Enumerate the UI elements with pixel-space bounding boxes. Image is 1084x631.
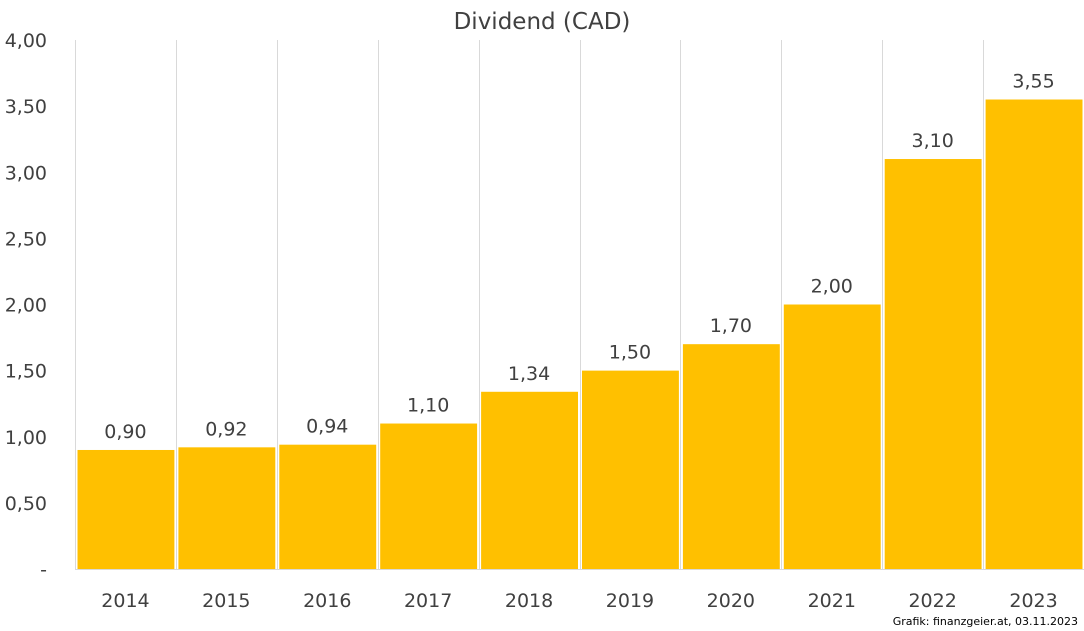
x-tick-label: 2021	[808, 590, 856, 612]
chart-title: Dividend (CAD)	[454, 9, 631, 35]
bar-2014	[77, 449, 175, 569]
y-tick-label: 1,00	[5, 427, 47, 449]
bar-2019	[582, 370, 679, 569]
x-tick-label: 2016	[303, 590, 351, 612]
y-tick-label: 0,50	[5, 493, 47, 515]
bar-2020	[682, 344, 780, 569]
bar-2015	[178, 447, 276, 569]
y-tick-label: 2,00	[5, 295, 47, 317]
bar-2017	[380, 423, 478, 569]
data-label: 1,10	[407, 395, 449, 417]
y-tick-label: -	[40, 559, 47, 581]
data-label: 1,34	[508, 363, 550, 385]
x-tick-label: 2014	[101, 590, 149, 612]
x-tick-label: 2022	[908, 590, 956, 612]
y-tick-label: 3,50	[5, 96, 47, 118]
bar-2023	[985, 99, 1083, 569]
data-label: 0,90	[104, 421, 146, 443]
data-label: 1,50	[609, 342, 651, 364]
y-axis: - 0,50 1,00 1,50 2,00 2,50 3,00 3,50 4,00	[5, 30, 47, 581]
x-axis: 2014 2015 2016 2017 2018 2019 2020 2021 2022 2023	[75, 569, 1084, 612]
data-label: 3,55	[1012, 71, 1054, 93]
y-tick-label: 1,50	[5, 361, 47, 383]
x-tick-label: 2015	[202, 590, 250, 612]
data-label: 2,00	[811, 276, 853, 298]
bar-2018	[481, 391, 578, 569]
x-tick-label: 2019	[606, 590, 654, 612]
y-tick-label: 4,00	[5, 30, 47, 52]
y-tick-label: 3,00	[5, 162, 47, 184]
x-tick-label: 2020	[707, 590, 755, 612]
x-tick-label: 2023	[1009, 590, 1057, 612]
source-credit: Grafik: finanzgeier.at, 03.11.2023	[893, 615, 1078, 628]
data-label: 0,94	[306, 416, 348, 438]
data-labels-layer: 0,90 0,92 0,94 1,10 1,34 1,50 1,70 2,00 3,10 3,55	[104, 71, 1054, 443]
data-label: 0,92	[205, 418, 247, 440]
x-tick-label: 2017	[404, 590, 452, 612]
bars-layer	[77, 99, 1083, 569]
bar-2016	[279, 444, 377, 569]
data-label: 1,70	[710, 315, 752, 337]
grid-layer	[75, 40, 984, 569]
data-label: 3,10	[911, 130, 953, 152]
y-tick-label: 2,50	[5, 228, 47, 250]
bar-2022	[884, 159, 982, 569]
bar-2021	[783, 304, 881, 569]
x-tick-label: 2018	[505, 590, 553, 612]
